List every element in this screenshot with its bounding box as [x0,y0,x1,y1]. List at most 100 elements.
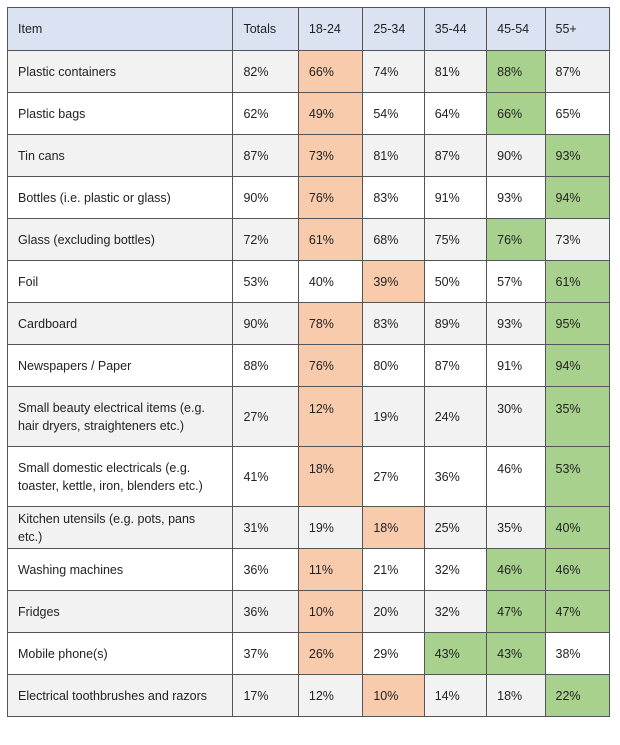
value-cell: 87% [544,50,611,93]
value-cell: 46% [544,548,611,591]
table-row: Tin cans 87% 73% 81% 87% 90% 93% [6,134,611,177]
table-row: Cardboard 90% 78% 83% 89% 93% 95% [6,302,611,345]
table-row: Newspapers / Paper 88% 76% 80% 87% 91% 94% [6,344,611,387]
value-cell: 29% [362,632,425,675]
header-age-25-34: 25-34 [362,7,425,51]
header-age-55-plus: 55+ [544,7,611,51]
table-row: Fridges 36% 10% 20% 32% 47% 47% [6,590,611,633]
header-totals: Totals [232,7,299,51]
item-cell: Plastic containers [6,50,234,93]
value-cell: 93% [544,134,611,177]
value-cell: 36% [423,446,488,507]
value-cell: 18% [362,506,425,549]
table-row: Plastic containers 82% 66% 74% 81% 88% 87% [6,50,611,93]
value-cell: 66% [486,92,546,135]
table-row: Plastic bags 62% 49% 54% 64% 66% 65% [6,92,611,135]
value-cell: 50% [423,260,488,303]
table-row: Glass (excluding bottles) 72% 61% 68% 75% 76%… [6,218,611,261]
value-cell: 89% [423,302,488,345]
item-cell: Electrical toothbrushes and razors [6,674,234,717]
value-cell: 32% [423,548,488,591]
totals-cell: 53% [232,260,299,303]
totals-cell: 27% [232,386,299,447]
recycling-by-age-table: Item Totals 18-24 25-34 35-44 45-54 55+ … [6,7,611,717]
item-cell: Foil [6,260,234,303]
value-cell: 14% [423,674,488,717]
value-cell: 26% [297,632,364,675]
value-cell: 74% [362,50,425,93]
value-cell: 53% [544,446,611,507]
table-row: Washing machines 36% 11% 21% 32% 46% 46% [6,548,611,591]
table-row: Small beauty electrical items (e.g. hair… [6,386,611,447]
value-cell: 66% [297,50,364,93]
value-cell: 76% [297,176,364,219]
value-cell: 40% [297,260,364,303]
value-cell: 94% [544,344,611,387]
value-cell: 91% [423,176,488,219]
value-cell: 35% [544,386,611,447]
value-cell: 95% [544,302,611,345]
value-cell: 19% [297,506,364,549]
totals-cell: 90% [232,302,299,345]
value-cell: 75% [423,218,488,261]
value-cell: 39% [362,260,425,303]
value-cell: 93% [486,302,546,345]
value-cell: 19% [362,386,425,447]
table-row: Mobile phone(s) 37% 26% 29% 43% 43% 38% [6,632,611,675]
table-body: Plastic containers 82% 66% 74% 81% 88% 87% Plas… [6,50,611,717]
value-cell: 94% [544,176,611,219]
item-cell: Mobile phone(s) [6,632,234,675]
value-cell: 87% [423,134,488,177]
value-cell: 12% [297,674,364,717]
value-cell: 10% [362,674,425,717]
value-cell: 24% [423,386,488,447]
value-cell: 91% [486,344,546,387]
value-cell: 81% [362,134,425,177]
totals-cell: 90% [232,176,299,219]
value-cell: 83% [362,176,425,219]
totals-cell: 72% [232,218,299,261]
value-cell: 81% [423,50,488,93]
totals-cell: 87% [232,134,299,177]
value-cell: 76% [486,218,546,261]
item-cell: Fridges [6,590,234,633]
header-age-45-54: 45-54 [486,7,546,51]
value-cell: 32% [423,590,488,633]
value-cell: 18% [297,446,364,507]
value-cell: 25% [423,506,488,549]
table-row: Kitchen utensils (e.g. pots, pans etc.) 3… [6,506,611,549]
value-cell: 40% [544,506,611,549]
value-cell: 21% [362,548,425,591]
header-age-35-44: 35-44 [423,7,488,51]
item-cell: Small domestic electricals (e.g. toaster… [6,446,234,507]
item-cell: Newspapers / Paper [6,344,234,387]
header-row: Item Totals 18-24 25-34 35-44 45-54 55+ [6,7,611,51]
item-cell: Tin cans [6,134,234,177]
item-cell: Cardboard [6,302,234,345]
totals-cell: 88% [232,344,299,387]
totals-cell: 41% [232,446,299,507]
value-cell: 73% [297,134,364,177]
value-cell: 10% [297,590,364,633]
totals-cell: 82% [232,50,299,93]
header-age-18-24: 18-24 [297,7,364,51]
value-cell: 61% [297,218,364,261]
value-cell: 12% [297,386,364,447]
header-item: Item [6,7,234,51]
value-cell: 80% [362,344,425,387]
item-cell: Kitchen utensils (e.g. pots, pans etc.) [6,506,234,549]
value-cell: 35% [486,506,546,549]
totals-cell: 17% [232,674,299,717]
value-cell: 57% [486,260,546,303]
value-cell: 88% [486,50,546,93]
value-cell: 46% [486,446,546,507]
value-cell: 47% [486,590,546,633]
value-cell: 47% [544,590,611,633]
table-row: Small domestic electricals (e.g. toaster… [6,446,611,507]
value-cell: 90% [486,134,546,177]
value-cell: 78% [297,302,364,345]
item-cell: Plastic bags [6,92,234,135]
value-cell: 61% [544,260,611,303]
value-cell: 43% [423,632,488,675]
totals-cell: 62% [232,92,299,135]
